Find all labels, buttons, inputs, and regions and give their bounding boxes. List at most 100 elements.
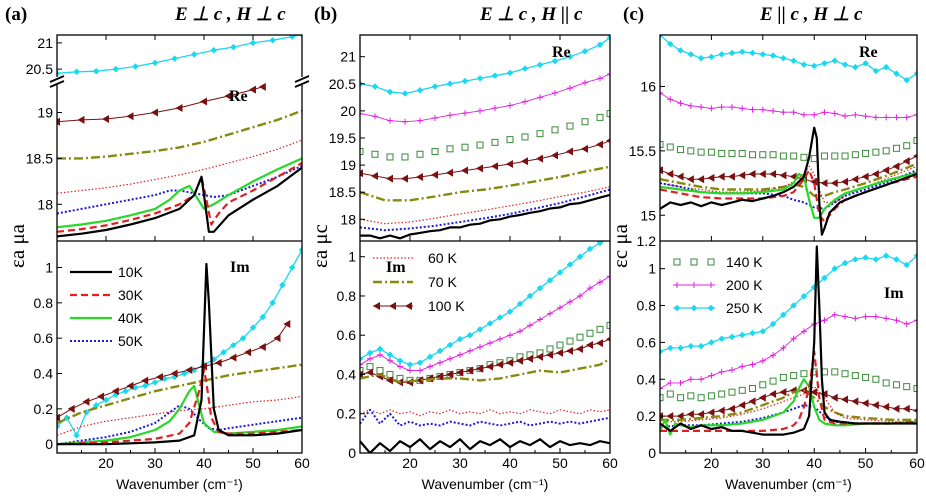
- marker: [893, 256, 900, 263]
- marker: [666, 143, 674, 151]
- marker: [862, 149, 870, 157]
- marker: [673, 258, 681, 266]
- marker: [780, 109, 787, 116]
- marker: [727, 172, 735, 181]
- marker: [597, 279, 603, 286]
- marker: [596, 113, 604, 121]
- marker: [376, 345, 384, 353]
- re-series-7-line: [57, 166, 302, 238]
- marker: [738, 331, 746, 339]
- marker: [151, 59, 159, 67]
- marker: [77, 115, 85, 124]
- marker: [686, 410, 694, 419]
- marker: [831, 368, 839, 376]
- marker: [862, 313, 869, 320]
- marker: [446, 370, 453, 379]
- marker: [527, 322, 533, 329]
- marker: [476, 364, 483, 373]
- marker: [360, 361, 363, 368]
- marker: [708, 372, 715, 379]
- marker: [727, 404, 735, 413]
- marker: [82, 397, 90, 406]
- marker: [831, 311, 838, 318]
- marker: [506, 136, 514, 144]
- marker: [687, 50, 695, 58]
- marker: [536, 154, 543, 163]
- panel-label: (b): [314, 4, 337, 25]
- marker: [738, 48, 746, 56]
- y-tick-label: 18.5: [329, 184, 356, 200]
- marker: [718, 50, 726, 58]
- marker: [427, 363, 433, 370]
- marker: [718, 390, 726, 398]
- marker: [387, 117, 393, 124]
- im-series-8-line: [660, 350, 917, 432]
- marker: [903, 383, 911, 391]
- marker: [800, 111, 807, 118]
- marker: [871, 401, 879, 410]
- marker: [707, 304, 715, 312]
- marker: [476, 141, 484, 149]
- marker: [687, 147, 695, 155]
- marker: [841, 61, 849, 68]
- marker: [749, 361, 756, 368]
- y-tick-label: 1: [348, 249, 356, 265]
- imag-part-label: Im: [884, 285, 904, 302]
- y-axis-label: εa μa: [5, 223, 29, 268]
- marker: [546, 276, 554, 284]
- marker: [749, 106, 756, 113]
- marker: [708, 105, 715, 112]
- marker: [697, 342, 705, 350]
- marker: [506, 308, 514, 316]
- marker: [759, 357, 766, 364]
- marker: [416, 150, 424, 158]
- marker: [728, 333, 736, 341]
- marker: [487, 340, 493, 347]
- legend-item: 70 K: [373, 274, 457, 290]
- marker: [596, 140, 603, 149]
- y-tick-label: 19.5: [329, 130, 356, 146]
- x-tick-label: 30: [755, 455, 771, 471]
- marker: [862, 373, 870, 381]
- marker: [141, 376, 149, 385]
- marker: [407, 367, 413, 374]
- marker: [660, 140, 664, 148]
- marker: [800, 61, 808, 68]
- marker: [386, 376, 393, 385]
- marker: [402, 118, 408, 125]
- marker: [872, 67, 880, 75]
- marker: [892, 144, 900, 152]
- marker: [366, 349, 374, 357]
- marker: [476, 75, 484, 82]
- marker: [666, 412, 674, 421]
- marker: [728, 104, 735, 111]
- re-series-4-line: [360, 165, 610, 202]
- x-tick-label: 60: [602, 455, 618, 471]
- y-tick-label: 0.4: [337, 366, 357, 382]
- marker: [522, 98, 528, 105]
- marker: [749, 384, 757, 392]
- marker: [739, 363, 746, 370]
- re-series-group: [660, 35, 917, 236]
- marker: [914, 317, 917, 324]
- y-tick-label: 1: [45, 260, 53, 276]
- marker: [596, 41, 604, 49]
- marker: [126, 381, 134, 390]
- y-tick-label: 0: [648, 445, 656, 461]
- marker: [677, 344, 684, 352]
- marker: [707, 173, 715, 182]
- marker: [779, 373, 787, 381]
- marker: [466, 366, 473, 375]
- marker: [893, 114, 900, 121]
- im-series-4-line: [360, 357, 610, 384]
- panel-frame: [359, 34, 611, 454]
- y-tick-label: 21: [340, 49, 356, 65]
- marker: [759, 151, 767, 159]
- marker: [707, 258, 715, 266]
- marker: [141, 382, 149, 390]
- marker: [861, 172, 869, 181]
- marker: [552, 90, 558, 97]
- marker: [677, 100, 684, 107]
- marker: [903, 142, 911, 150]
- marker: [496, 314, 504, 321]
